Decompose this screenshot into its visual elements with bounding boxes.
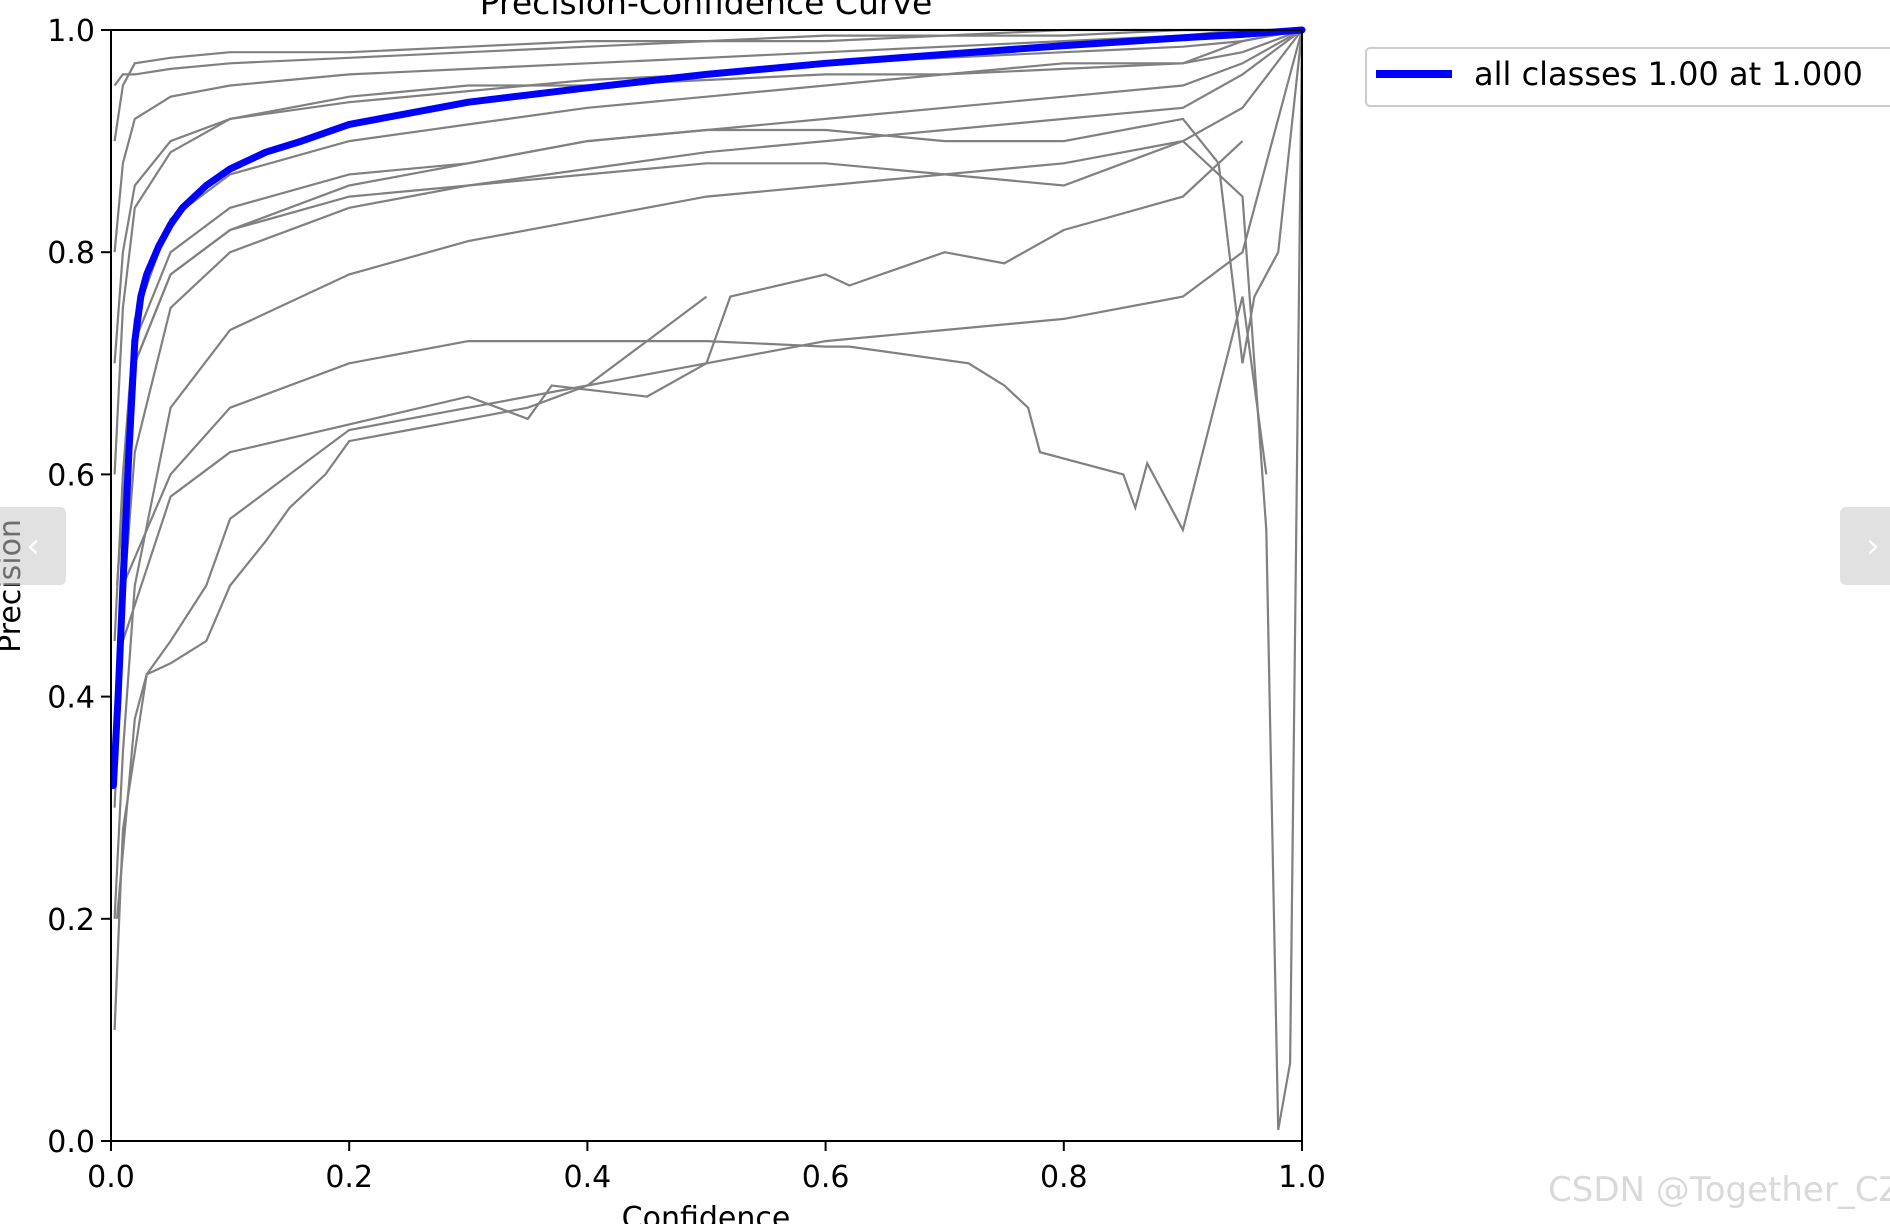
chevron-right-icon: ›: [1866, 526, 1880, 566]
class-curve-7: [115, 295, 708, 919]
y-tick-label: 0.0: [47, 1125, 95, 1160]
class-curve-5: [113, 29, 1303, 919]
y-tick-label: 0.6: [47, 458, 95, 493]
class-curve-8: [121, 296, 1268, 586]
x-tick-label: 1.0: [1278, 1160, 1326, 1195]
legend-label: all classes 1.00 at 1.000: [1474, 55, 1863, 93]
y-tick-label: 0.8: [47, 236, 95, 271]
main-series-group: [109, 26, 1306, 789]
class-curve-10: [115, 29, 1304, 1131]
class-curve-11: [115, 29, 1304, 586]
x-tick-label: 0.8: [1040, 1160, 1088, 1195]
chart-title: Precision-Confidence Curve: [480, 0, 933, 22]
watermark: CSDN @Together_CZ: [1548, 1170, 1890, 1210]
y-tick-label: 0.2: [47, 903, 95, 938]
y-tick-label: 1.0: [47, 14, 95, 49]
x-axis-label: Confidence: [622, 1201, 791, 1224]
series-line-all-classes: [109, 26, 1306, 789]
x-tick-label: 0.2: [325, 1160, 373, 1195]
chevron-left-icon: ‹: [26, 526, 40, 566]
class-curve-4: [113, 29, 1303, 808]
class-curve-0: [113, 28, 1302, 87]
y-axis-ticks: 0.0 0.2 0.4 0.6 0.8 1.0: [47, 14, 111, 1160]
previous-image-button[interactable]: ‹: [0, 507, 66, 585]
x-tick-label: 0.4: [564, 1160, 612, 1195]
legend-box: [1365, 47, 1890, 107]
x-tick-label: 0.6: [802, 1160, 850, 1195]
class-curve-13: [113, 28, 1302, 142]
class-curve-9: [121, 140, 1244, 642]
class-curve-14: [113, 29, 1303, 753]
x-axis-ticks: 0.0 0.2 0.4 0.6 0.8 1.0: [87, 1141, 1326, 1195]
class-curve-3: [113, 28, 1303, 642]
next-image-button[interactable]: ›: [1840, 507, 1890, 585]
class-curve-6: [113, 29, 1304, 1030]
legend: all classes 1.00 at 1.000: [1365, 47, 1890, 107]
per-class-curves: [113, 28, 1304, 1131]
class-curve-2: [113, 28, 1303, 475]
y-tick-label: 0.4: [47, 681, 95, 716]
plot-frame: [110, 29, 1303, 1142]
x-tick-label: 0.0: [87, 1160, 135, 1195]
